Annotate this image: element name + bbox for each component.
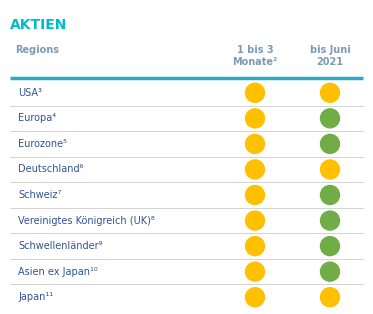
Circle shape	[320, 160, 339, 179]
Text: 1 bis 3
Monate²: 1 bis 3 Monate²	[232, 45, 278, 67]
Circle shape	[320, 83, 339, 102]
Circle shape	[320, 262, 339, 281]
Circle shape	[245, 160, 264, 179]
Circle shape	[245, 262, 264, 281]
Circle shape	[245, 211, 264, 230]
Text: Asien ex Japan¹⁰: Asien ex Japan¹⁰	[18, 267, 98, 277]
Circle shape	[245, 83, 264, 102]
Text: Eurozone⁵: Eurozone⁵	[18, 139, 67, 149]
Text: Regions: Regions	[15, 45, 59, 55]
Circle shape	[320, 237, 339, 256]
Circle shape	[320, 109, 339, 128]
Text: Vereinigtes Königreich (UK)⁸: Vereinigtes Königreich (UK)⁸	[18, 215, 155, 225]
Text: Deutschland⁶: Deutschland⁶	[18, 165, 84, 175]
Text: bis Juni
2021: bis Juni 2021	[310, 45, 350, 67]
Text: USA³: USA³	[18, 88, 42, 98]
Text: Schweiz⁷: Schweiz⁷	[18, 190, 62, 200]
Circle shape	[245, 134, 264, 153]
Circle shape	[320, 211, 339, 230]
Text: Schwellenländer⁹: Schwellenländer⁹	[18, 241, 103, 251]
Circle shape	[245, 288, 264, 307]
Circle shape	[245, 237, 264, 256]
Circle shape	[320, 288, 339, 307]
Circle shape	[245, 109, 264, 128]
Circle shape	[320, 134, 339, 153]
Text: AKTIEN: AKTIEN	[10, 18, 68, 32]
Text: Japan¹¹: Japan¹¹	[18, 292, 53, 302]
Circle shape	[320, 186, 339, 204]
Circle shape	[245, 186, 264, 204]
Text: Europa⁴: Europa⁴	[18, 113, 56, 123]
